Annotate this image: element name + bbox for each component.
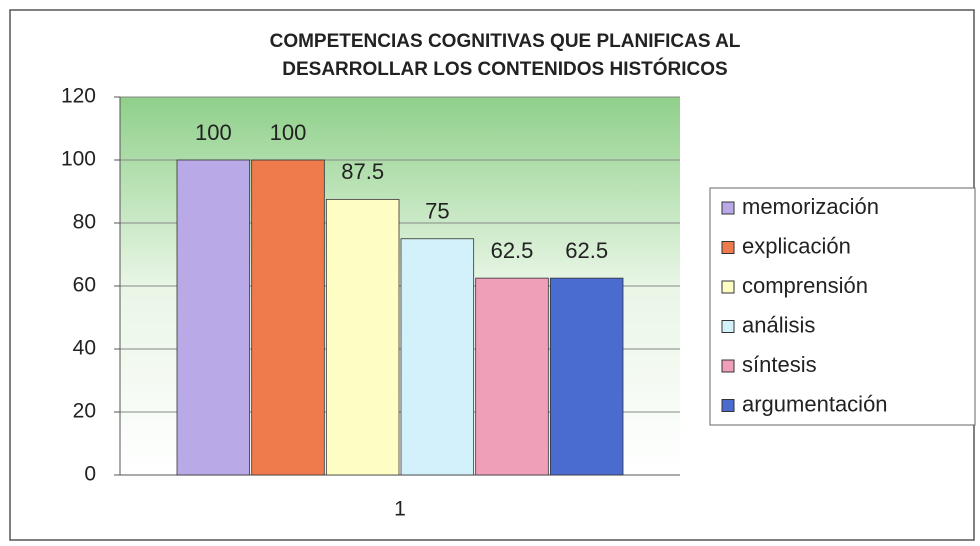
data-label: 100 (270, 120, 307, 145)
chart-title: COMPETENCIAS COGNITIVAS QUE PLANIFICAS A… (270, 31, 741, 52)
legend-label: comprensión (742, 273, 868, 298)
y-tick-label: 100 (61, 148, 96, 171)
y-tick-label: 40 (73, 337, 96, 360)
data-label: 75 (425, 199, 449, 224)
legend-swatch (721, 201, 735, 215)
legend-swatch (721, 399, 735, 412)
x-tick-label: 1 (394, 498, 406, 521)
data-label: 62.5 (565, 238, 608, 263)
data-label: 62.5 (491, 238, 534, 263)
bar (251, 159, 325, 476)
data-label: 100 (195, 120, 232, 145)
bar (475, 277, 549, 476)
chart-title: DESARROLLAR LOS CONTENIDOS HISTÓRICOS (282, 58, 727, 80)
legend-swatch (721, 280, 735, 294)
legend-swatch (721, 359, 735, 373)
y-tick-label: 20 (73, 400, 96, 423)
legend-label: análisis (742, 312, 815, 337)
legend (709, 187, 976, 426)
legend-label: síntesis (742, 352, 817, 377)
y-tick-label: 80 (73, 211, 96, 234)
bar (400, 238, 475, 476)
legend-label: explicación (742, 233, 851, 258)
y-tick-label: 0 (84, 463, 96, 486)
data-label: 87.5 (341, 159, 384, 184)
y-tick-label: 120 (61, 85, 96, 108)
bar (176, 159, 251, 476)
legend-label: memorización (742, 194, 879, 219)
bar (549, 277, 624, 476)
legend-label: argumentación (742, 391, 888, 416)
y-tick-label: 60 (73, 274, 96, 297)
bar (325, 198, 400, 476)
legend-swatch (721, 320, 735, 333)
legend-swatch (721, 241, 735, 254)
